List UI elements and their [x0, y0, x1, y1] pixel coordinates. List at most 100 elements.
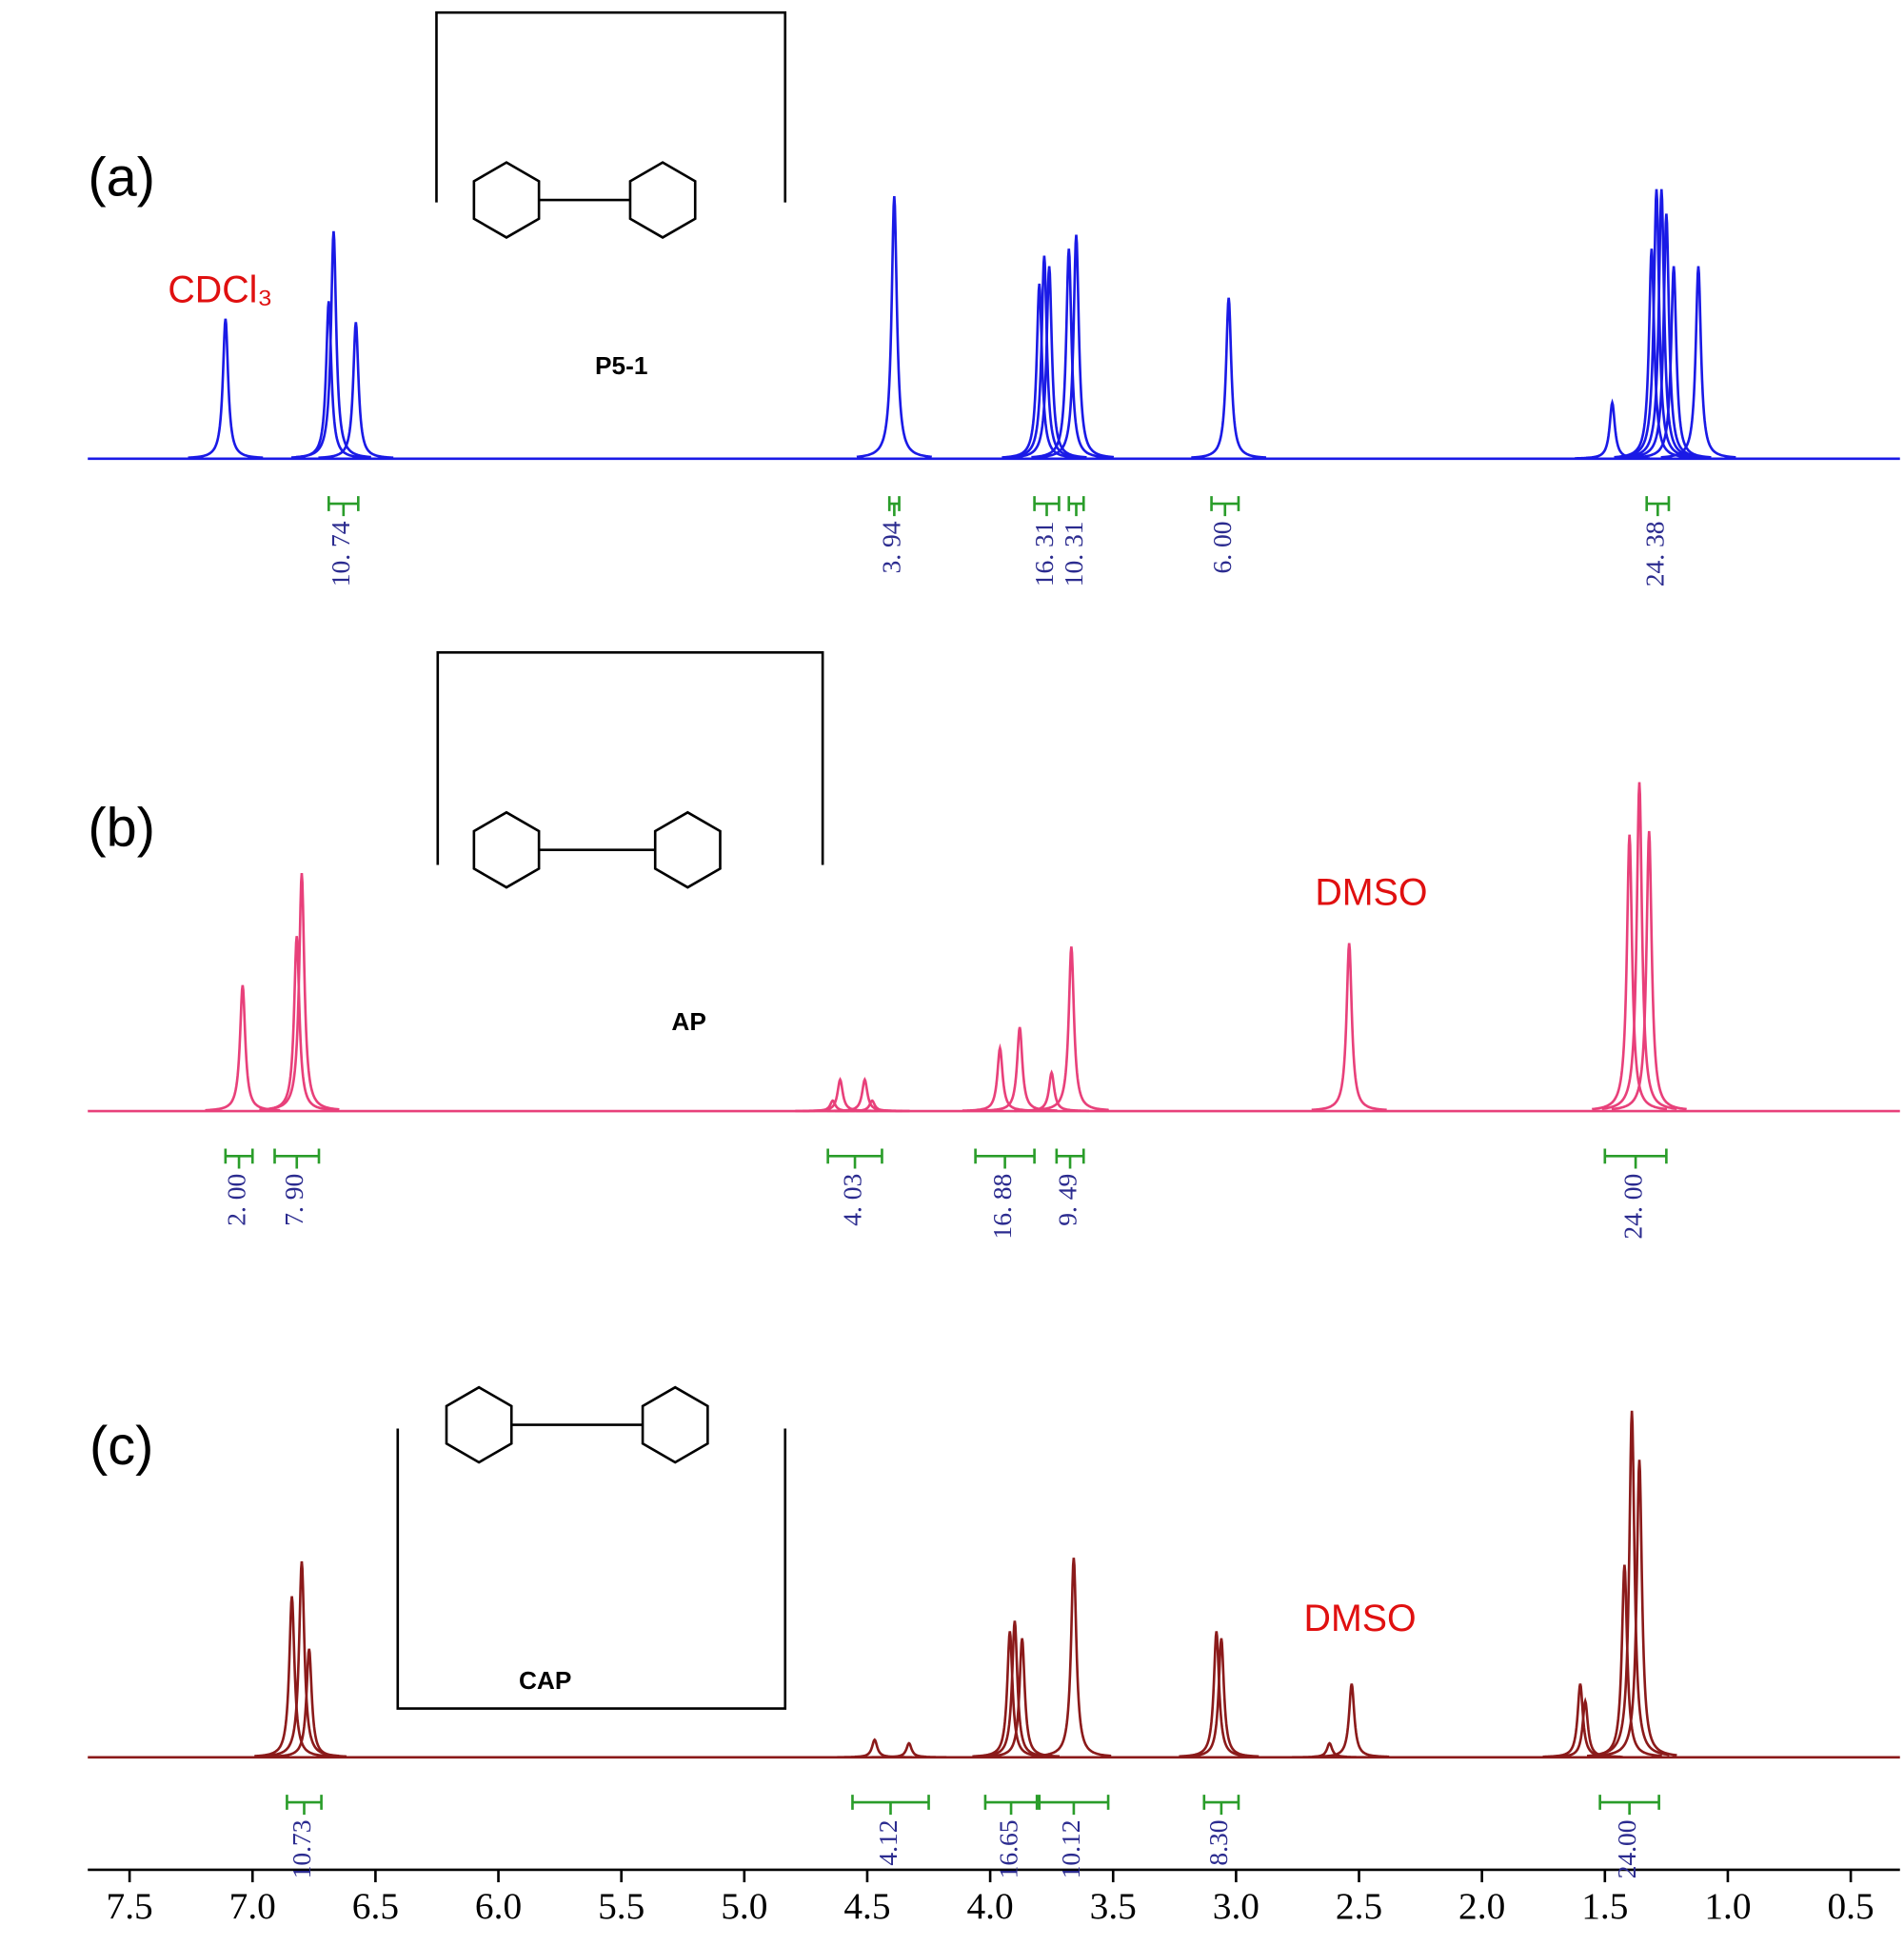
peak [1311, 943, 1387, 1112]
peak [296, 230, 371, 459]
x-tick-label: 5.5 [598, 1885, 645, 1927]
integral-label: 10.12 [1056, 1819, 1085, 1878]
integral-label: 2. 00 [221, 1174, 250, 1226]
peak [1036, 1558, 1112, 1757]
integral-bracket [983, 1795, 1039, 1816]
integral-bracket [273, 1148, 321, 1169]
peak [1191, 297, 1267, 459]
peak [1314, 1683, 1390, 1758]
integral-bracket [1067, 496, 1085, 517]
peak [1660, 266, 1736, 459]
x-tick-label: 1.5 [1581, 1885, 1628, 1927]
peak [1014, 1069, 1090, 1113]
peak [962, 1042, 1039, 1112]
panel-label: (a) [88, 148, 155, 208]
integral-label: 6. 00 [1207, 521, 1237, 573]
integral-bracket [1033, 496, 1061, 517]
integral-bracket [1645, 496, 1671, 517]
integral-label: 16. 88 [987, 1174, 1017, 1240]
integral-bracket [327, 496, 360, 517]
integral-bracket [224, 1148, 254, 1169]
integral-bracket [974, 1148, 1036, 1169]
peak [1011, 266, 1087, 459]
integral-label: 4. 03 [837, 1174, 866, 1226]
peak [1587, 1564, 1662, 1757]
x-tick-label: 3.0 [1213, 1885, 1259, 1927]
integral-label: 16.65 [993, 1819, 1022, 1878]
integral-label: 8.30 [1203, 1819, 1233, 1865]
peak [1611, 830, 1687, 1111]
peak [1547, 1697, 1623, 1758]
compound-label: CAP [519, 1666, 571, 1695]
peak [318, 322, 394, 460]
peak [1292, 1741, 1367, 1758]
integral-label: 10.73 [287, 1819, 316, 1878]
integral-label: 10. 31 [1059, 521, 1088, 586]
integral-bracket [1055, 1148, 1085, 1169]
x-tick-label: 4.5 [843, 1885, 890, 1927]
solvent-label: DMSO [1304, 1598, 1417, 1639]
integral-bracket [1210, 496, 1240, 517]
panel-label: (c) [89, 1416, 153, 1477]
x-tick-label: 5.0 [721, 1885, 767, 1927]
peak [254, 1596, 329, 1757]
peak [1183, 1638, 1259, 1758]
peak [856, 196, 932, 459]
peak [1594, 1410, 1670, 1757]
peak [1629, 213, 1704, 459]
x-tick-label: 0.5 [1827, 1885, 1874, 1927]
peak [1601, 1460, 1677, 1757]
integral-label: 7. 90 [279, 1174, 308, 1226]
peak [1033, 946, 1109, 1112]
integral-bracket [1038, 1795, 1110, 1816]
integral-label: 9. 49 [1052, 1174, 1081, 1226]
integral-label: 3. 94 [877, 521, 906, 573]
x-tick-label: 1.0 [1704, 1885, 1751, 1927]
peak [1618, 189, 1695, 459]
peak [205, 984, 281, 1112]
peak [834, 1099, 910, 1113]
integral-bracket [1598, 1795, 1660, 1816]
integral-bracket [851, 1795, 930, 1816]
peak [972, 1631, 1048, 1758]
x-tick-label: 4.0 [966, 1885, 1013, 1927]
panel-label: (b) [88, 797, 155, 858]
x-tick-label: 6.0 [475, 1885, 522, 1927]
peak [188, 318, 264, 460]
x-tick-label: 3.5 [1090, 1885, 1137, 1927]
compound-label: AP [671, 1007, 705, 1036]
structure-a [435, 10, 787, 239]
peak [1636, 266, 1712, 459]
integral-label: 10. 74 [326, 521, 355, 586]
peak [271, 1648, 347, 1758]
structure-b [436, 650, 824, 889]
peak [1179, 1631, 1255, 1758]
integral-label: 16. 31 [1029, 521, 1059, 586]
x-tick-label: 2.5 [1336, 1885, 1382, 1927]
solvent-label: DMSO [1315, 871, 1427, 913]
integral-label: 24. 00 [1617, 1174, 1647, 1240]
peak [871, 1741, 947, 1758]
peak [1038, 234, 1115, 459]
integral-bracket [1603, 1148, 1668, 1169]
integral-label: 24. 38 [1640, 521, 1670, 586]
integral-label: 4.12 [873, 1819, 902, 1865]
integral-bracket [1202, 1795, 1240, 1816]
peak [264, 873, 340, 1111]
peak [264, 1560, 340, 1757]
integral-label: 24.00 [1612, 1819, 1641, 1878]
peak [1592, 834, 1668, 1111]
x-tick-label: 7.5 [107, 1885, 153, 1927]
structure-c [396, 1385, 787, 1710]
x-tick-label: 2.0 [1458, 1885, 1505, 1927]
integral-bracket [887, 496, 901, 517]
peak [1623, 189, 1699, 459]
integral-bracket [286, 1795, 323, 1816]
peak [1601, 782, 1677, 1110]
integral-bracket [826, 1148, 883, 1169]
compound-label: P5-1 [595, 351, 647, 380]
solvent-label: CDCl₃ [168, 269, 272, 311]
x-tick-label: 6.5 [352, 1885, 399, 1927]
x-tick-label: 7.0 [229, 1885, 276, 1927]
